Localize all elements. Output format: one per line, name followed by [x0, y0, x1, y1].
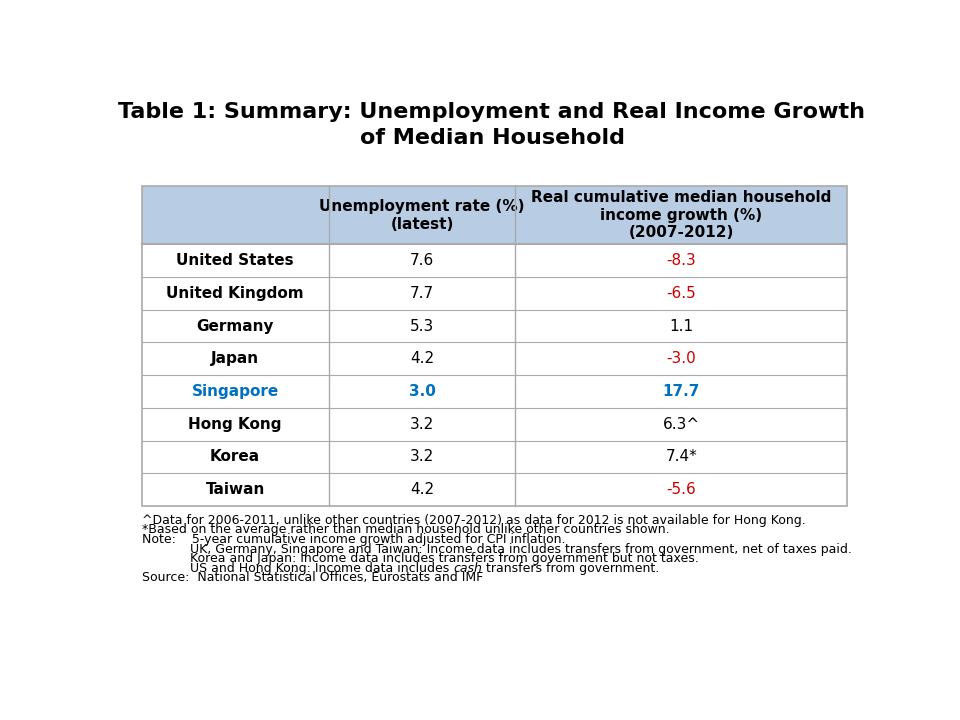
Text: Taiwan: Taiwan: [205, 482, 265, 498]
Text: 17.7: 17.7: [662, 384, 700, 399]
Text: Note:    5-year cumulative income growth adjusted for CPI inflation.: Note: 5-year cumulative income growth ad…: [142, 533, 565, 546]
Text: Korea and Japan: Income data includes transfers from government but not taxes.: Korea and Japan: Income data includes tr…: [142, 552, 699, 565]
Text: Real cumulative median household
income growth (%)
(2007-2012): Real cumulative median household income …: [531, 191, 831, 240]
Text: cash: cash: [453, 562, 482, 575]
Text: Japan: Japan: [211, 351, 259, 366]
Bar: [142, 186, 847, 506]
Text: Korea: Korea: [210, 449, 260, 464]
Text: 5.3: 5.3: [410, 318, 434, 333]
Text: Source:  National Statistical Offices, Eurostats and IMF: Source: National Statistical Offices, Eu…: [142, 572, 483, 585]
Text: Hong Kong: Hong Kong: [188, 417, 282, 432]
Text: ^Data for 2006-2011, unlike other countries (2007-2012) as data for 2012 is not : ^Data for 2006-2011, unlike other countr…: [142, 514, 805, 527]
Text: 3.2: 3.2: [410, 449, 434, 464]
Text: 6.3^: 6.3^: [662, 417, 700, 432]
Text: Singapore: Singapore: [192, 384, 278, 399]
Text: US and Hong Kong: Income data includes: US and Hong Kong: Income data includes: [142, 562, 453, 575]
Text: 7.7: 7.7: [410, 286, 434, 301]
Text: 7.4*: 7.4*: [665, 449, 697, 464]
Bar: [142, 186, 847, 244]
Text: -8.3: -8.3: [666, 253, 696, 268]
Text: 4.2: 4.2: [410, 351, 434, 366]
Text: UK, Germany, Singapore and Taiwan: Income data includes transfers from governmen: UK, Germany, Singapore and Taiwan: Incom…: [142, 543, 852, 556]
Text: Table 1: Summary: Unemployment and Real Income Growth
of Median Household: Table 1: Summary: Unemployment and Real …: [118, 102, 866, 148]
Text: Germany: Germany: [197, 318, 274, 333]
Text: 3.2: 3.2: [410, 417, 434, 432]
Text: -5.6: -5.6: [666, 482, 696, 498]
Text: United States: United States: [177, 253, 294, 268]
Text: 4.2: 4.2: [410, 482, 434, 498]
Text: 7.6: 7.6: [410, 253, 434, 268]
Text: transfers from government.: transfers from government.: [482, 562, 660, 575]
Text: 1.1: 1.1: [669, 318, 693, 333]
Text: *Based on the average rather than median household unlike other countries shown.: *Based on the average rather than median…: [142, 523, 669, 536]
Text: Unemployment rate (%)
(latest): Unemployment rate (%) (latest): [320, 199, 525, 232]
Text: -6.5: -6.5: [666, 286, 696, 301]
Text: 3.0: 3.0: [409, 384, 436, 399]
Text: United Kingdom: United Kingdom: [166, 286, 304, 301]
Text: -3.0: -3.0: [666, 351, 696, 366]
